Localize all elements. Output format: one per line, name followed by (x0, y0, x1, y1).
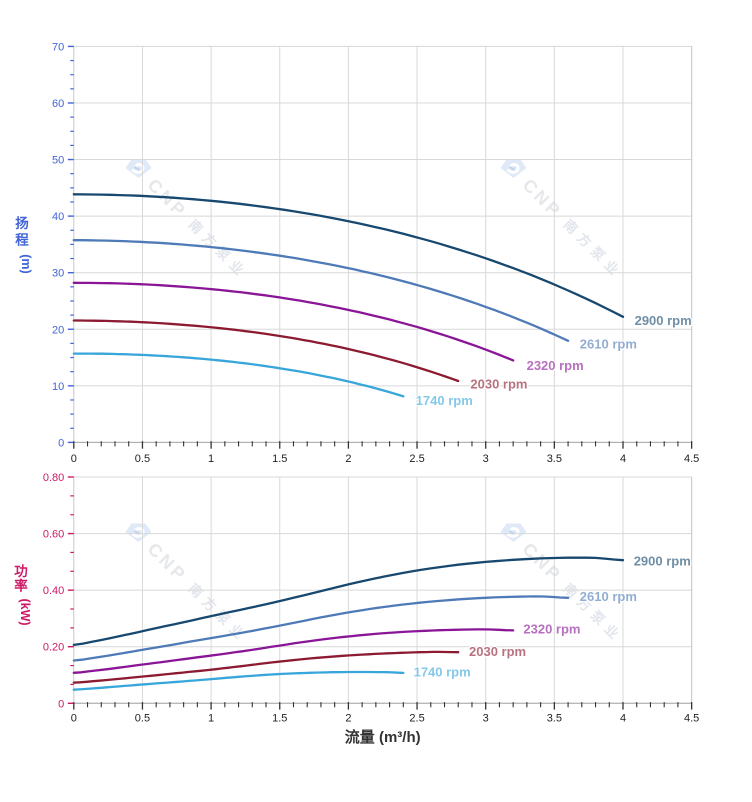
svg-text:3: 3 (483, 453, 489, 465)
svg-text:流量 (m³/h): 流量 (m³/h) (345, 728, 421, 746)
svg-text:2030 rpm: 2030 rpm (470, 377, 527, 392)
svg-text:2610 rpm: 2610 rpm (580, 589, 637, 604)
svg-text:2.5: 2.5 (409, 453, 424, 465)
svg-text:0: 0 (71, 453, 77, 465)
svg-text:率: 率 (14, 578, 28, 594)
svg-text:0.40: 0.40 (43, 585, 64, 597)
svg-text:1740 rpm: 1740 rpm (414, 665, 471, 680)
svg-text:2900 rpm: 2900 rpm (635, 313, 692, 328)
svg-text:4.5: 4.5 (684, 713, 699, 725)
svg-text:1.5: 1.5 (272, 453, 287, 465)
svg-text:20: 20 (52, 324, 64, 336)
svg-text:70: 70 (52, 41, 64, 53)
svg-text:0.20: 0.20 (43, 642, 64, 654)
svg-text:40: 40 (52, 211, 64, 223)
svg-text:0.5: 0.5 (135, 713, 150, 725)
svg-text:0.60: 0.60 (43, 529, 64, 541)
svg-text:3.5: 3.5 (547, 713, 562, 725)
svg-text:0: 0 (58, 698, 64, 710)
svg-text:4: 4 (620, 713, 626, 725)
svg-text:0.5: 0.5 (135, 453, 150, 465)
svg-text:0: 0 (58, 437, 64, 449)
svg-text:2900 rpm: 2900 rpm (634, 553, 691, 568)
svg-text:50: 50 (52, 155, 64, 167)
svg-text:(m): (m) (19, 254, 33, 273)
svg-text:2: 2 (345, 713, 351, 725)
svg-text:4.5: 4.5 (684, 453, 699, 465)
svg-text:2610 rpm: 2610 rpm (580, 337, 637, 352)
svg-text:2320 rpm: 2320 rpm (523, 622, 580, 637)
svg-text:程: 程 (15, 233, 29, 248)
svg-text:2030 rpm: 2030 rpm (469, 644, 526, 659)
svg-text:(kW): (kW) (18, 598, 32, 625)
svg-text:1740 rpm: 1740 rpm (416, 393, 473, 408)
svg-text:3: 3 (483, 713, 489, 725)
svg-text:60: 60 (52, 98, 64, 110)
svg-text:扬: 扬 (15, 215, 29, 231)
svg-text:1.5: 1.5 (272, 713, 287, 725)
svg-text:4: 4 (620, 453, 626, 465)
svg-text:30: 30 (52, 268, 64, 280)
svg-text:0.80: 0.80 (43, 472, 64, 484)
svg-text:功: 功 (14, 564, 28, 579)
svg-text:1: 1 (208, 713, 214, 725)
svg-text:0: 0 (71, 713, 77, 725)
svg-text:1: 1 (208, 453, 214, 465)
svg-text:2.5: 2.5 (409, 713, 424, 725)
svg-text:2: 2 (345, 453, 351, 465)
svg-text:3.5: 3.5 (547, 453, 562, 465)
svg-text:10: 10 (52, 381, 64, 393)
svg-text:2320 rpm: 2320 rpm (527, 358, 584, 373)
